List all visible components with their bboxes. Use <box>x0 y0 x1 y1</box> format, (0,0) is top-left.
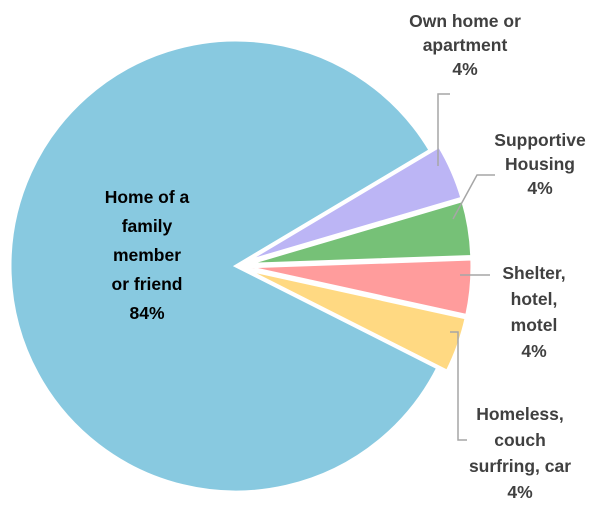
pie-slices <box>8 38 474 494</box>
leader-lines <box>437 93 495 441</box>
slice-shelter-hotel-motel <box>245 257 474 318</box>
leader-line-homeless-couch-surfring-car <box>450 331 467 441</box>
label-home-of-a-family-member-or-friend: Home of a family member or friend 84% <box>105 187 190 323</box>
label-supportive-housing: Supportive Housing 4% <box>494 130 586 198</box>
label-own-home-or-apartment: Own home or apartment 4% <box>409 11 521 79</box>
slice-own-home-or-apartment <box>244 144 464 264</box>
leader-line-supportive-housing <box>452 174 495 220</box>
data-labels: Home of a family member or friend 84% Own hom… <box>105 11 586 502</box>
slice-home-of-a-family-member-or-friend <box>8 38 440 494</box>
label-homeless-couch-surfring-car: Homeless, couch surfring, car 4% <box>469 404 571 502</box>
label-shelter-hotel-motel: Shelter, hotel, motel 4% <box>502 263 565 361</box>
leader-line-own-home-or-apartment <box>437 93 450 166</box>
